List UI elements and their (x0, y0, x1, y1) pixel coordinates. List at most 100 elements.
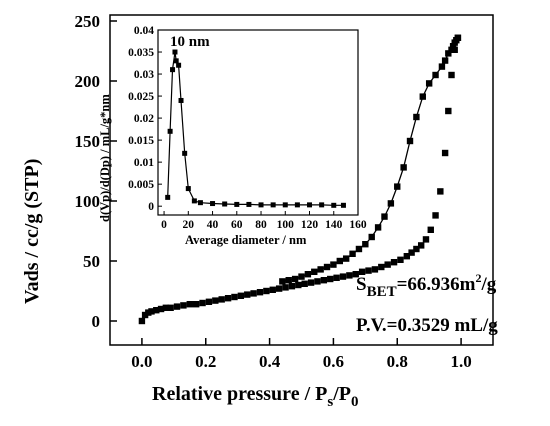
desorption-point (432, 71, 439, 79)
inset-point (191, 198, 197, 204)
inset-x-tick-label: 80 (255, 219, 267, 231)
adsorption-point (282, 284, 289, 291)
inset-axis-ticks (158, 29, 359, 215)
main-plot-frame (109, 14, 494, 346)
adsorption-point (427, 226, 434, 233)
desorption-point (441, 57, 449, 64)
adsorption-point (167, 304, 174, 311)
inset-x-tick-label: 0 (161, 219, 167, 231)
inset-point (197, 200, 203, 206)
adsorption-point (417, 242, 425, 249)
inset-point (294, 202, 300, 208)
adsorption-point (448, 71, 455, 79)
inset-point (210, 201, 216, 207)
desorption-point (425, 80, 433, 87)
inset-x-tick-label: 160 (349, 219, 367, 231)
adsorption-point (301, 280, 308, 287)
inset-point (234, 201, 240, 207)
adsorption-point (320, 277, 328, 284)
main-y-tick-label: 150 (75, 132, 101, 151)
inset-y-tick-label: 0.025 (128, 91, 154, 103)
inset-point (165, 194, 171, 200)
inset-x-tick-label: 40 (207, 219, 219, 231)
adsorption-point (237, 292, 245, 299)
sbet-value: =66.936m (397, 274, 476, 295)
desorption-point (374, 224, 382, 231)
inset-x-tick-label: 20 (183, 219, 195, 231)
adsorption-point (352, 271, 359, 278)
main-x-axis-label: Relative pressure / Ps/P0 (152, 383, 358, 410)
inset-point (340, 202, 346, 208)
main-series-points (138, 34, 462, 325)
desorption-point (336, 257, 343, 265)
inset-y-tick-label: 0 (148, 201, 154, 213)
adsorption-point (157, 305, 165, 313)
adsorption-point (269, 286, 276, 293)
desorption-point (342, 255, 350, 262)
desorption-point (304, 271, 312, 278)
adsorption-point (205, 298, 213, 305)
inset-point (182, 150, 188, 156)
adsorption-point (263, 287, 270, 295)
desorption-point (445, 50, 452, 57)
main-x-tick-label: 1.0 (450, 352, 471, 371)
desorption-point (330, 261, 337, 268)
desorption-point (311, 268, 318, 275)
inset-point (185, 186, 191, 192)
main-x-tick-label: 0.4 (259, 352, 281, 371)
adsorption-point (224, 295, 232, 302)
inset-x-axis-label: Average diameter / nm (185, 233, 307, 247)
desorption-point (298, 273, 305, 280)
inset-y-tick-label: 0.005 (128, 179, 154, 191)
inset-x-tick-label: 140 (325, 219, 343, 231)
inset-point (282, 202, 288, 208)
adsorption-point (333, 274, 340, 281)
adsorption-point (275, 285, 283, 292)
desorption-point (317, 266, 324, 273)
adsorption-point (403, 253, 411, 260)
desorption-point (413, 113, 420, 121)
inset-y-axis-label: d(Vp)/d(Dp) / mL/g*nm (98, 94, 112, 222)
adsorption-point (192, 301, 200, 308)
inset-point (173, 58, 179, 64)
desorption-point (368, 233, 375, 241)
inset-tick-labels: 0 20 40 60 80 100 120 140 160 0 0.005 0.01 0.015 0.02… (128, 25, 367, 231)
inset-point (170, 67, 176, 73)
desorption-point (355, 245, 363, 253)
adsorption-point (371, 266, 379, 273)
adsorption-point (199, 299, 206, 307)
adsorption-point (445, 107, 452, 115)
sbet-unit: /g (481, 274, 497, 295)
desorption-point (400, 164, 407, 171)
desorption-point (419, 93, 426, 100)
sbet-prefix: S (356, 274, 367, 295)
adsorption-point (378, 263, 385, 271)
inset-y-tick-label: 0.035 (128, 47, 154, 59)
desorption-point (448, 46, 455, 53)
adsorption-point (314, 278, 321, 285)
adsorption-point (339, 273, 347, 280)
adsorption-point (384, 261, 391, 268)
desorption-point (279, 278, 286, 285)
inset-point (178, 97, 184, 103)
inset-y-tick-label: 0.04 (134, 25, 154, 37)
main-x-tick-label: 0.6 (323, 352, 344, 371)
adsorption-point (397, 256, 404, 263)
sbet-superscript: 2 (476, 271, 482, 285)
desorption-point (381, 213, 388, 220)
desorption-point (438, 63, 446, 70)
adsorption-point (346, 272, 353, 279)
sbet-subscript: BET (367, 284, 397, 300)
main-y-tick-label: 250 (75, 12, 101, 31)
main-x-tick-label: 0.2 (195, 352, 216, 371)
main-y-axis-label: Vads / cc/g (STP) (21, 159, 43, 304)
desorption-point (406, 137, 414, 145)
adsorption-point (138, 317, 146, 325)
main-x-axis-label-mid: /P (332, 383, 351, 405)
inset-point (222, 201, 228, 207)
adsorption-point (153, 307, 160, 314)
adsorption-point (288, 283, 296, 290)
main-y-tick-label: 100 (75, 192, 101, 211)
desorption-point (362, 241, 369, 248)
